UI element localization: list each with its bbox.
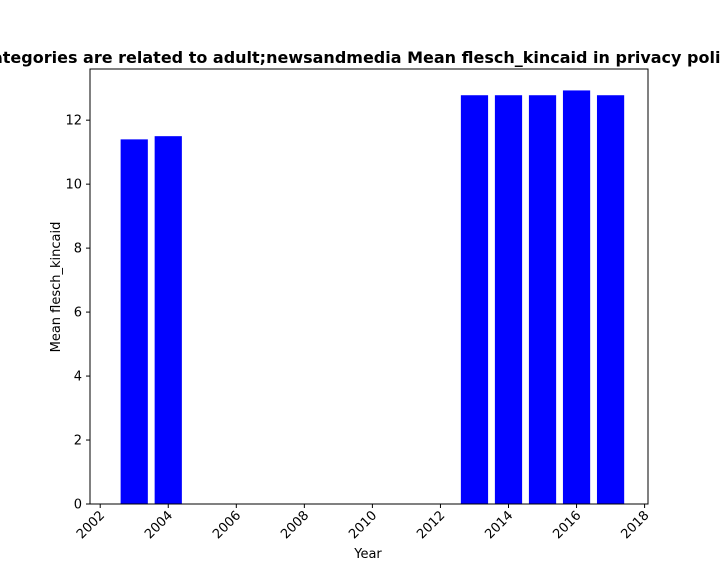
plot-frame bbox=[89, 68, 649, 505]
y-tick-label: 0 bbox=[74, 498, 82, 513]
x-axis-label: Year bbox=[353, 547, 382, 562]
x-tick-label: 2006 bbox=[210, 508, 244, 542]
bar-2015 bbox=[528, 95, 557, 505]
y-axis: 0 2 4 6 8 10 12 bbox=[65, 114, 90, 513]
y-tick-label: 10 bbox=[65, 178, 82, 193]
y-axis-label: Mean flesch_kincaid bbox=[49, 222, 64, 353]
y-tick-label: 12 bbox=[65, 114, 82, 129]
x-tick-label: 2010 bbox=[346, 508, 380, 542]
y-tick-label: 6 bbox=[74, 306, 82, 321]
y-tick-label: 2 bbox=[74, 434, 82, 449]
x-tick-label: 2016 bbox=[550, 508, 584, 542]
bar-2017 bbox=[596, 95, 625, 505]
bars-group bbox=[120, 90, 625, 505]
x-axis: 2002 2004 2006 2008 2010 2012 2014 2016 2018 bbox=[74, 504, 652, 542]
bar-2003 bbox=[120, 139, 148, 504]
x-tick-label: 2014 bbox=[482, 508, 516, 542]
x-tick-label: 2008 bbox=[278, 508, 312, 542]
bar-2014 bbox=[494, 95, 523, 505]
x-tick-label: 2018 bbox=[618, 508, 652, 542]
bar-2004 bbox=[154, 136, 182, 504]
x-tick-label: 2002 bbox=[74, 508, 108, 542]
y-tick-label: 8 bbox=[74, 242, 82, 257]
y-tick-label: 4 bbox=[74, 370, 82, 385]
bar-2013 bbox=[460, 95, 489, 505]
x-tick-label: 2004 bbox=[142, 508, 176, 542]
chart-title: Categories are related to adult;newsandm… bbox=[0, 48, 720, 67]
x-tick-label: 2012 bbox=[414, 508, 448, 542]
bar-2016 bbox=[562, 90, 591, 504]
